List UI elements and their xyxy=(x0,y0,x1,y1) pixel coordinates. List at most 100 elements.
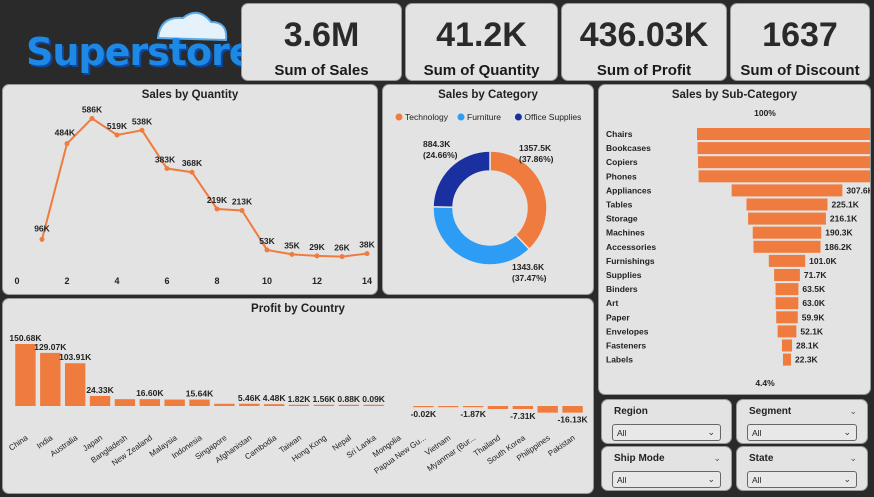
slicer-title: Segment xyxy=(749,406,792,417)
sales-by-category-card[interactable]: Sales by Category Technology Furniture Off… xyxy=(382,84,594,295)
bar-value-label: 307.6K xyxy=(846,185,871,195)
chevron-down-icon[interactable]: ⌄ xyxy=(843,427,851,437)
sales-by-quantity-chart: 96K 484K 586K 519K 538K 383K 368K 219K 213K 53K 35… xyxy=(14,104,375,286)
country-bar xyxy=(114,399,136,406)
category-label: Supplies xyxy=(606,270,642,280)
slice-percent-label: (24.66%) xyxy=(423,150,458,160)
chevron-down-icon[interactable]: ⌄ xyxy=(707,427,715,437)
ship-mode-dropdown[interactable]: All ⌄ xyxy=(612,471,721,488)
pie-slice xyxy=(489,150,548,251)
funnel-bar xyxy=(697,142,870,155)
data-label: 519K xyxy=(107,121,128,131)
ship-mode-slicer[interactable]: Ship Mode ⌄ All ⌄ xyxy=(601,446,732,491)
slicer-value: All xyxy=(617,428,627,438)
kpi-label: Sum of Quantity xyxy=(423,62,540,79)
x-tick-label: 14 xyxy=(362,276,372,286)
sales-by-subcategory-card[interactable]: Sales by Sub-Category 100% Chairs Bookcase… xyxy=(598,84,871,395)
country-bar xyxy=(189,399,210,406)
data-label: 368K xyxy=(182,158,203,168)
funnel-bar xyxy=(746,198,828,211)
bar-value-label: 5.46K xyxy=(238,393,262,403)
sales-by-quantity-card[interactable]: Sales by Quantity 96K 484K 586K 519K 538K 383… xyxy=(2,84,378,295)
chevron-down-icon[interactable]: ⌄ xyxy=(849,453,857,463)
country-bar xyxy=(562,406,583,413)
funnel-bar xyxy=(697,128,870,140)
country-bar xyxy=(537,406,558,413)
slice-value-label: 884.3K xyxy=(423,139,451,149)
x-tick-label: 2 xyxy=(64,276,69,286)
data-point xyxy=(64,141,70,147)
chevron-down-icon[interactable]: ⌄ xyxy=(713,453,721,463)
category-label: Storage xyxy=(606,214,638,224)
bar-value-label: 225.1K xyxy=(832,200,860,210)
kpi-discount-card[interactable]: 1637 Sum of Discount xyxy=(730,3,870,81)
data-label: 213K xyxy=(232,196,253,206)
funnel-bar xyxy=(777,325,797,338)
legend-marker xyxy=(514,113,522,121)
chevron-down-icon[interactable]: ⌄ xyxy=(707,474,715,484)
data-point xyxy=(89,115,95,121)
cloud-icon xyxy=(156,11,228,42)
category-label: Paper xyxy=(606,312,630,322)
state-slicer[interactable]: State ⌄ All ⌄ xyxy=(736,446,868,491)
legend-label: Office Supplies xyxy=(524,112,581,122)
kpi-value: 1637 xyxy=(762,16,838,54)
kpi-profit-card[interactable]: 436.03K Sum of Profit xyxy=(561,3,727,81)
country-bar xyxy=(413,406,434,408)
segment-dropdown[interactable]: All ⌄ xyxy=(747,424,857,441)
country-bar xyxy=(438,406,459,408)
bar-value-label: 150.68K xyxy=(9,333,42,343)
data-label: 53K xyxy=(259,236,275,246)
bar-value-label: 24.33K xyxy=(86,385,114,395)
data-label: 219K xyxy=(207,195,228,205)
bar-value-label: -16.13K xyxy=(557,415,588,425)
data-point xyxy=(214,206,220,212)
country-bar xyxy=(512,406,534,410)
state-dropdown[interactable]: All ⌄ xyxy=(747,471,857,488)
segment-slicer[interactable]: Segment ⌄ All ⌄ xyxy=(736,399,868,444)
kpi-quantity-card[interactable]: 41.2K Sum of Quantity xyxy=(405,3,558,81)
bar-value-label: 59.9K xyxy=(802,312,826,322)
kpi-label: Sum of Sales xyxy=(274,62,369,79)
bar-value-label: 0.09K xyxy=(362,394,386,404)
bar-value-label: 71.7K xyxy=(804,270,828,280)
data-point xyxy=(264,247,270,253)
kpi-label: Sum of Discount xyxy=(740,62,860,79)
region-dropdown[interactable]: All ⌄ xyxy=(612,424,721,441)
country-bar xyxy=(40,352,61,406)
bar-value-label: 190.3K xyxy=(825,228,853,238)
country-bar xyxy=(139,399,160,406)
bar-value-label: 1.56K xyxy=(313,394,337,404)
data-label: 484K xyxy=(55,128,76,138)
region-slicer[interactable]: Region All ⌄ xyxy=(601,399,732,444)
data-label: 35K xyxy=(284,240,300,250)
chevron-down-icon[interactable]: ⌄ xyxy=(843,474,851,484)
category-label: Bookcases xyxy=(606,143,651,153)
country-bar xyxy=(363,404,384,406)
country-tick-label: Australia xyxy=(49,433,80,459)
slice-percent-label: (37.47%) xyxy=(512,273,547,283)
funnel-top-label: 100% xyxy=(754,108,776,118)
legend-marker xyxy=(395,113,403,121)
logo-text: Superstore xyxy=(26,30,255,74)
data-label: 29K xyxy=(309,242,325,252)
bar-value-label: 4.48K xyxy=(263,393,287,403)
chart-title: Sales by Quantity xyxy=(141,89,239,101)
chevron-down-icon[interactable]: ⌄ xyxy=(849,406,857,416)
country-bar xyxy=(338,404,359,406)
data-point xyxy=(364,251,370,257)
country-bar xyxy=(214,403,235,406)
slicer-title: Ship Mode xyxy=(614,453,665,464)
kpi-sales-card[interactable]: 3.6M Sum of Sales xyxy=(241,3,402,81)
profit-by-country-card[interactable]: Profit by Country 150.68K China 129.07K Ind… xyxy=(2,298,594,494)
category-label: Binders xyxy=(606,284,638,294)
bar-value-label: 216.1K xyxy=(830,214,858,224)
category-label: Appliances xyxy=(606,185,652,195)
legend-label: Technology xyxy=(405,112,449,122)
kpi-value: 3.6M xyxy=(283,16,360,54)
funnel-bar xyxy=(752,226,822,239)
x-tick-label: 6 xyxy=(164,276,169,286)
category-label: Machines xyxy=(606,228,645,238)
country-bar xyxy=(288,404,310,406)
